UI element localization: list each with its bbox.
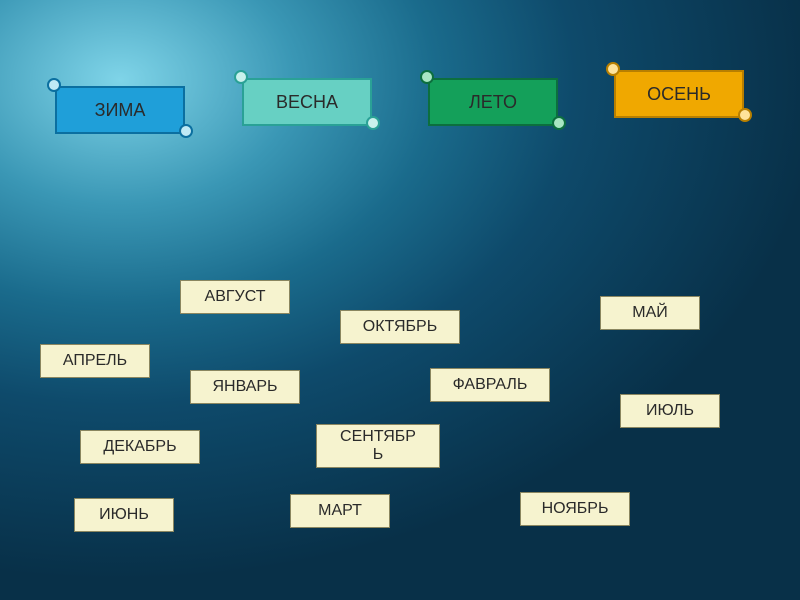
month-card[interactable]: ОКТЯБРЬ (340, 310, 460, 344)
season-label: ОСЕНЬ (614, 70, 744, 118)
month-card[interactable]: АВГУСТ (180, 280, 290, 314)
scroll-icon (179, 124, 193, 138)
season-banner[interactable]: ЛЕТО (418, 70, 568, 128)
scroll-icon (366, 116, 380, 130)
scroll-icon (234, 70, 248, 84)
month-card[interactable]: СЕНТЯБР Ь (316, 424, 440, 468)
season-banner[interactable]: ВЕСНА (232, 70, 382, 128)
month-card[interactable]: МАРТ (290, 494, 390, 528)
season-label: ЗИМА (55, 86, 185, 134)
season-label: ВЕСНА (242, 78, 372, 126)
scroll-icon (738, 108, 752, 122)
scroll-icon (606, 62, 620, 76)
month-card[interactable]: ДЕКАБРЬ (80, 430, 200, 464)
season-banner[interactable]: ЗИМА (45, 78, 195, 136)
scroll-icon (47, 78, 61, 92)
slide-stage: { "background": { "gradient_center": "#7… (0, 0, 800, 600)
scroll-icon (552, 116, 566, 130)
season-banner[interactable]: ОСЕНЬ (604, 62, 754, 120)
month-card[interactable]: ЯНВАРЬ (190, 370, 300, 404)
season-label: ЛЕТО (428, 78, 558, 126)
month-card[interactable]: АПРЕЛЬ (40, 344, 150, 378)
month-card[interactable]: ИЮНЬ (74, 498, 174, 532)
month-card[interactable]: ИЮЛЬ (620, 394, 720, 428)
month-card[interactable]: ФАВРАЛЬ (430, 368, 550, 402)
scroll-icon (420, 70, 434, 84)
month-card[interactable]: МАЙ (600, 296, 700, 330)
month-card[interactable]: НОЯБРЬ (520, 492, 630, 526)
